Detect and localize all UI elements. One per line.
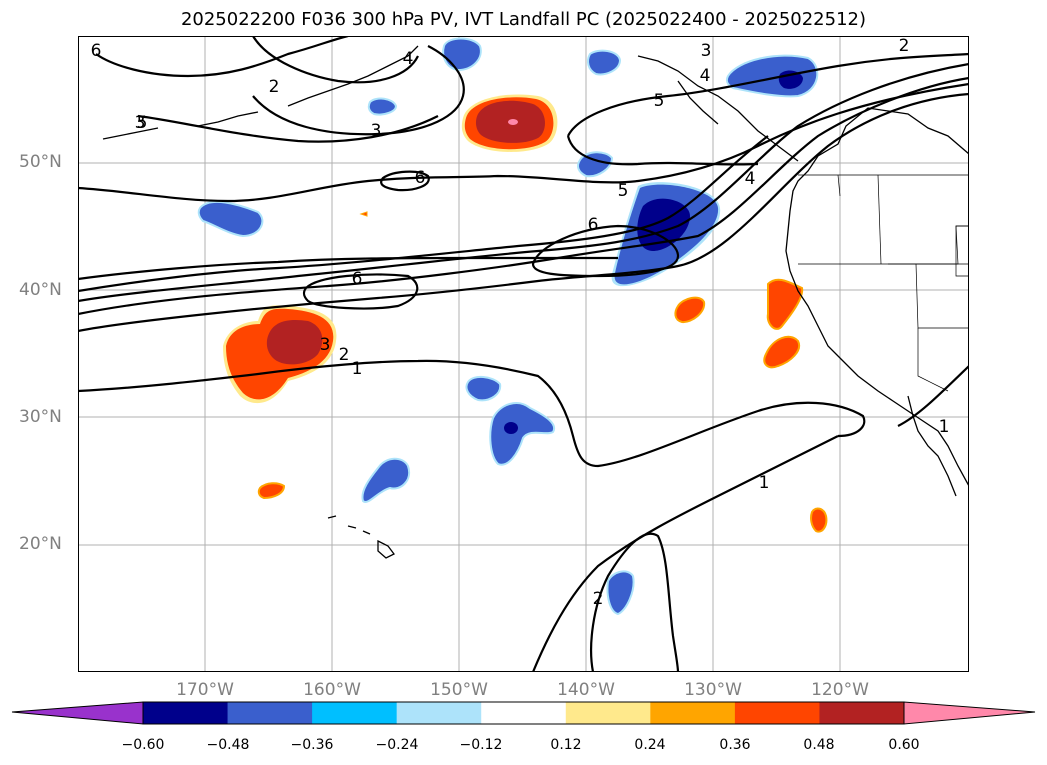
lat-label-50n: 50°N <box>19 152 62 172</box>
contour-label: 2 <box>593 589 604 609</box>
colorbar-segment <box>312 702 398 724</box>
contour-label: 2 <box>269 77 280 97</box>
lat-label-30n: 30°N <box>19 407 62 427</box>
pv-negative-blob <box>489 402 556 466</box>
contour-label: 6 <box>91 41 102 61</box>
pv-positive-blob-small <box>810 507 828 533</box>
map-plot-area: 6 2 3 3 4 2 5 3 4 5 6 5 6 6 4 3 2 1 2 1 … <box>78 36 969 672</box>
colorbar-segment <box>650 702 736 724</box>
contour-label: 6 <box>588 215 599 235</box>
pv-negative-blob <box>367 97 398 116</box>
lat-label-40n: 40°N <box>19 280 62 300</box>
contour-label: 1 <box>352 359 363 379</box>
colorbar-tick-label: −0.60 <box>121 737 165 753</box>
contour-label: 5 <box>618 181 629 201</box>
contour-label: 3 <box>701 41 712 61</box>
lon-label-120w: 120°W <box>811 680 869 700</box>
contour-label: 5 <box>137 113 148 133</box>
pv-negative-blob <box>197 200 264 238</box>
map-title: 2025022200 F036 300 hPa PV, IVT Landfall… <box>180 9 867 30</box>
borders <box>798 174 969 392</box>
pv-negative-blob <box>725 54 819 98</box>
colorbar-segment <box>734 702 820 724</box>
colorbar-frame <box>142 701 905 725</box>
contour-label: 3 <box>135 113 146 133</box>
pv-positive-blob-west <box>223 305 337 404</box>
lon-label-150w: 150°W <box>430 680 488 700</box>
lon-label-130w: 130°W <box>684 680 742 700</box>
pv-negative-blob <box>465 376 502 402</box>
contour-label: 5 <box>654 91 665 111</box>
contour-label: 2 <box>339 345 350 365</box>
pv-positive-blob-small <box>674 296 706 324</box>
contour-labels: 6 2 3 3 4 2 5 3 4 5 6 5 6 6 4 3 2 1 2 1 … <box>91 36 950 609</box>
colorbar-segment <box>396 702 482 724</box>
colorbar-tick-label: 0.12 <box>550 737 582 753</box>
contour-label: 3 <box>320 335 331 355</box>
colorbar-segment <box>565 702 651 724</box>
pv-negative-blob <box>361 457 411 503</box>
colorbar-extend-high <box>903 701 1036 725</box>
contour-label: 3 <box>371 121 382 141</box>
contour-label: 6 <box>352 269 363 289</box>
pv-positive-blob-north <box>461 94 558 152</box>
pv-negative-blob <box>606 570 635 616</box>
colorbar-segment <box>819 702 905 724</box>
pv-negative-blob <box>577 151 614 178</box>
colorbar-segment <box>143 702 229 724</box>
pv-contours <box>78 36 969 672</box>
colorbar-tick-label: 0.24 <box>634 737 666 753</box>
pv-negative-blob <box>442 37 482 72</box>
colorbar-tick-label: −0.12 <box>459 737 503 753</box>
colorbar-tick-label: 0.36 <box>719 737 751 753</box>
colorbar-tick-label: −0.24 <box>375 737 419 753</box>
contour-label: 1 <box>939 417 950 437</box>
contour-label: 6 <box>415 168 426 188</box>
lon-label-140w: 140°W <box>557 680 615 700</box>
colorbar-segment <box>481 702 567 724</box>
pv-positive-blob-small <box>763 335 801 369</box>
pv-negative-blob <box>587 49 622 76</box>
contour-label: 4 <box>745 169 756 189</box>
pv-positive-blob-small <box>359 211 368 217</box>
lat-label-20n: 20°N <box>19 534 62 554</box>
colorbar-tick-label: −0.36 <box>290 737 334 753</box>
contour-label: 4 <box>403 49 414 69</box>
lon-label-170w: 170°W <box>176 680 234 700</box>
colorbar-segment <box>227 702 313 724</box>
contour-label: 2 <box>899 36 910 56</box>
pv-shading <box>197 37 828 616</box>
contour-label: 4 <box>700 66 711 86</box>
colorbar-tick-label: 0.60 <box>888 737 920 753</box>
lon-label-160w: 160°W <box>303 680 361 700</box>
pv-positive-blob-small <box>766 278 804 330</box>
pv-positive-blob-small <box>257 482 286 500</box>
colorbar-tick-label: −0.48 <box>206 737 250 753</box>
colorbar-extend-low <box>11 701 144 725</box>
colorbar-tick-label: 0.48 <box>803 737 835 753</box>
pv-negative-core <box>504 422 518 434</box>
contour-label: 1 <box>759 473 770 493</box>
colorbar <box>11 701 1036 725</box>
